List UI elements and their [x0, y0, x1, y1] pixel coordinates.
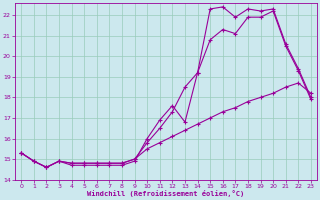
X-axis label: Windchill (Refroidissement éolien,°C): Windchill (Refroidissement éolien,°C): [87, 190, 245, 197]
